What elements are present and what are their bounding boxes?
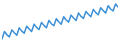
plot-area [2,4,118,39]
line [2,4,118,39]
chart [0,0,120,45]
